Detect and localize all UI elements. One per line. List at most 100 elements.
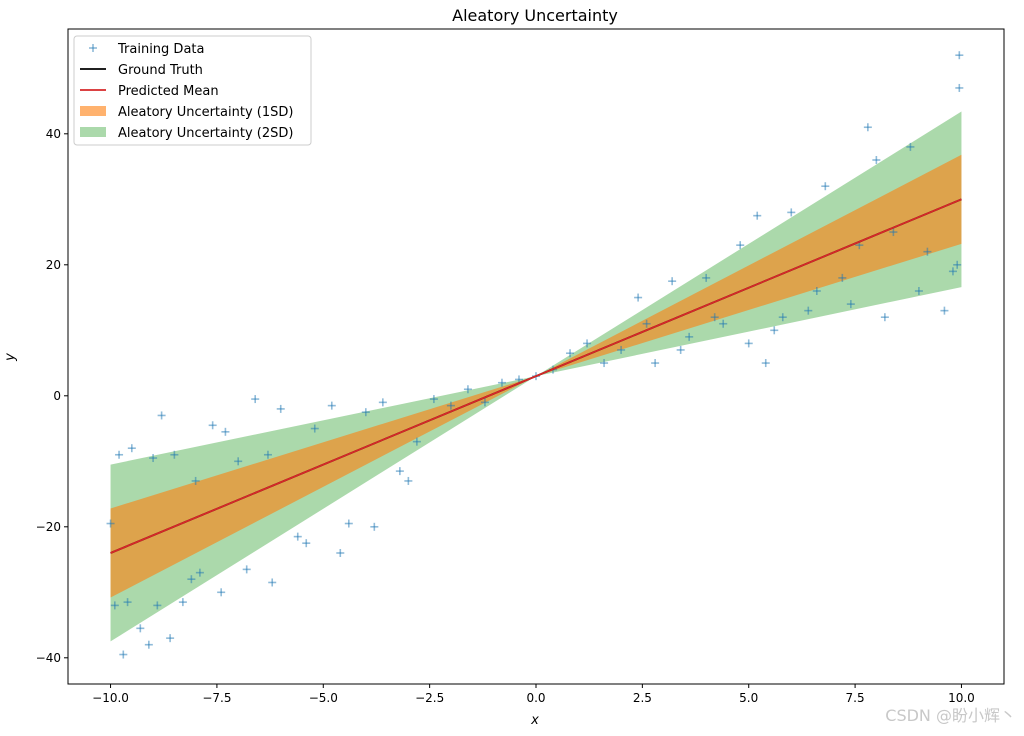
scatter-point [566,349,575,358]
scatter-point [404,476,413,485]
scatter-point [778,313,787,322]
scatter-point [242,565,251,574]
legend-entry: Aleatory Uncertainty (2SD) [80,126,293,141]
scatter-point [770,326,779,335]
y-axis-label: y [3,353,18,362]
scatter-point [676,345,685,354]
scatter-point [221,427,230,436]
scatter-point [115,450,124,459]
scatter-point [497,378,506,387]
y-tick-label: 40 [46,127,61,141]
x-tick-label: −2.5 [415,691,444,705]
scatter-point [429,395,438,404]
scatter-point [719,319,728,328]
watermark-text: CSDN @盼小辉丶 [885,706,1016,725]
scatter-point [948,267,957,276]
scatter-point [736,241,745,250]
scatter-point [787,208,796,217]
scatter-point [761,359,770,368]
scatter-point [153,601,162,610]
scatter-point [514,375,523,384]
predicted-mean-line [110,198,962,554]
x-tick-label: 5.0 [739,691,758,705]
scatter-point [668,277,677,286]
y-axis-ticks: −40 −20 0 20 40 [36,127,68,665]
scatter-point [170,450,179,459]
legend-label: Aleatory Uncertainty (1SD) [118,105,293,120]
scatter-point [642,319,651,328]
scatter-point [234,457,243,466]
legend-frame [73,35,312,146]
scatter-point [863,123,872,132]
scatter-point [744,339,753,348]
scatter-point [191,476,200,485]
scatter-point [583,339,592,348]
scatter-point [302,539,311,548]
scatter-point [370,522,379,531]
legend-label: Predicted Mean [118,84,219,99]
scatter-point [446,401,455,410]
y-tick-label: −40 [36,651,61,665]
scatter-point [110,601,119,610]
scatter-point [955,83,964,92]
x-axis-ticks: −10.0 −7.5 −5.0 −2.5 0.0 2.5 5.0 7.5 10.0 [92,684,975,705]
scatter-point [906,142,915,151]
y-tick-label: 0 [53,389,61,403]
scatter-point [846,300,855,309]
x-tick-label: −5.0 [309,691,338,705]
scatter-point [178,598,187,607]
x-tick-label: 2.5 [633,691,652,705]
legend-entry: Training Data [89,42,204,57]
scatter-point [953,260,962,269]
scatter-point [136,624,145,633]
scatter-point [327,401,336,410]
scatter-point [955,51,964,60]
scatter-point [812,287,821,295]
scatter-point [123,598,132,607]
legend-entries: Training Data Ground Truth Predicted Mean A… [80,42,293,141]
legend-entry: Aleatory Uncertainty (1SD) [80,105,293,120]
scatter-point [119,650,128,659]
scatter-layer [106,51,964,659]
scatter-point [378,398,387,407]
x-tick-label: 0.0 [526,691,545,705]
x-tick-label: −10.0 [92,691,129,705]
scatter-point [872,156,881,164]
scatter-point [804,306,813,315]
x-tick-label: 10.0 [948,691,975,705]
scatter-point [395,467,404,476]
scatter-point [838,273,847,282]
legend-label: Aleatory Uncertainty (2SD) [118,126,293,141]
scatter-point [463,385,472,394]
legend-swatch [80,127,106,137]
scatter-point [293,532,302,541]
y-tick-label: −20 [36,520,61,534]
chart-title: Aleatory Uncertainty [452,6,618,25]
scatter-point [685,332,694,341]
scatter-point [710,313,719,322]
scatter-point [480,398,489,407]
uncertainty-band [110,154,962,598]
scatter-point [263,450,272,459]
scatter-point [149,454,158,463]
scatter-point [344,519,353,528]
scatter-point [361,408,370,417]
legend-entry: Ground Truth [80,63,203,78]
scatter-point [208,421,217,430]
lines-layer [110,198,962,554]
scatter-point [923,247,932,256]
uncertainty-band [110,111,962,642]
legend-label: Training Data [117,42,204,57]
scatter-point [702,273,711,282]
scatter-point [106,519,115,528]
scatter-point [217,588,226,597]
scatter-point [889,228,898,237]
scatter-point [634,293,643,302]
x-axis-label: x [530,713,539,728]
scatter-point [144,640,153,649]
scatter-point [914,287,923,295]
scatter-point [617,345,626,354]
legend: Training Data Ground Truth Predicted Mean A… [73,35,312,146]
